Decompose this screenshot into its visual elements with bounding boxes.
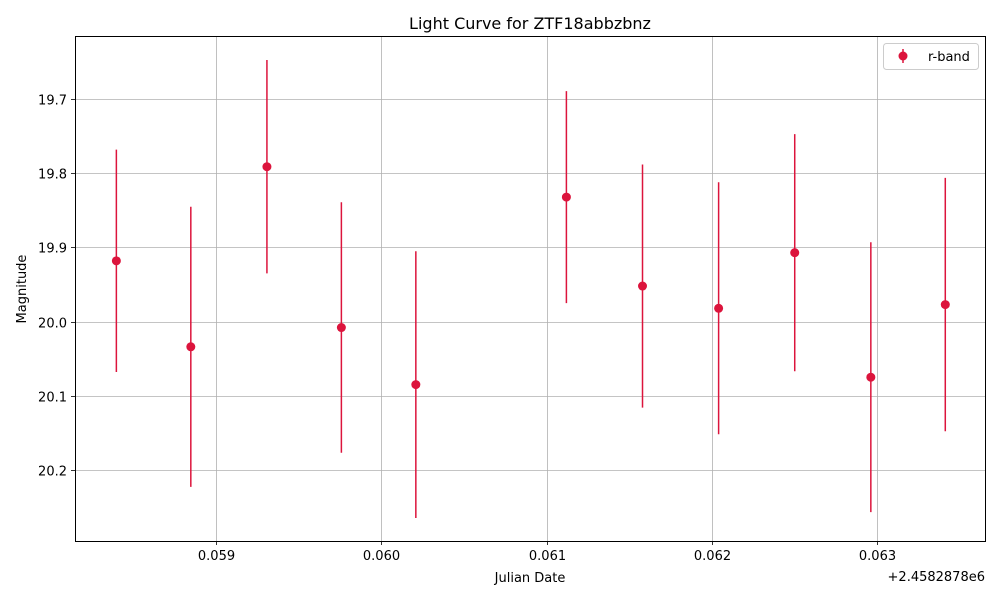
data-series-r-band	[111, 59, 950, 519]
legend-box	[883, 43, 979, 70]
legend: r-band	[883, 43, 979, 70]
x-axis-ticks: 0.059 0.060 0.061 0.062 0.063	[198, 541, 896, 564]
legend-marker-swatch	[898, 51, 908, 61]
y-tick-label: 19.7	[38, 94, 67, 109]
x-tick-label: 0.060	[363, 549, 400, 564]
x-axis-label: Julian Date	[494, 571, 566, 586]
y-tick-label: 19.9	[38, 242, 67, 257]
data-point	[940, 300, 950, 310]
data-point	[866, 372, 876, 382]
y-tick-label: 20.1	[38, 391, 67, 406]
data-point	[111, 256, 121, 266]
y-axis-ticks: 19.7 19.8 19.9 20.0 20.1 20.2	[38, 94, 75, 480]
data-point	[336, 323, 346, 333]
x-tick-label: 0.062	[694, 549, 731, 564]
grid-lines	[75, 37, 985, 541]
data-point	[714, 303, 724, 313]
data-point	[561, 192, 571, 202]
data-point	[638, 281, 648, 291]
legend-label-r-band: r-band	[928, 50, 970, 65]
y-tick-label: 19.8	[38, 168, 67, 183]
x-tick-label: 0.061	[529, 549, 566, 564]
x-tick-label: 0.063	[859, 549, 896, 564]
data-point	[186, 342, 196, 352]
data-point	[262, 162, 272, 172]
chart-title: Light Curve for ZTF18abbzbnz	[409, 14, 651, 33]
y-tick-label: 20.0	[38, 317, 67, 332]
y-tick-label: 20.2	[38, 465, 67, 480]
x-axis-offset-label: +2.4582878e6	[888, 570, 985, 585]
y-axis-label: Magnitude	[15, 255, 30, 324]
plot-area-frame	[75, 36, 986, 542]
data-point	[411, 380, 421, 390]
data-point	[790, 248, 800, 258]
x-tick-label: 0.059	[198, 549, 235, 564]
